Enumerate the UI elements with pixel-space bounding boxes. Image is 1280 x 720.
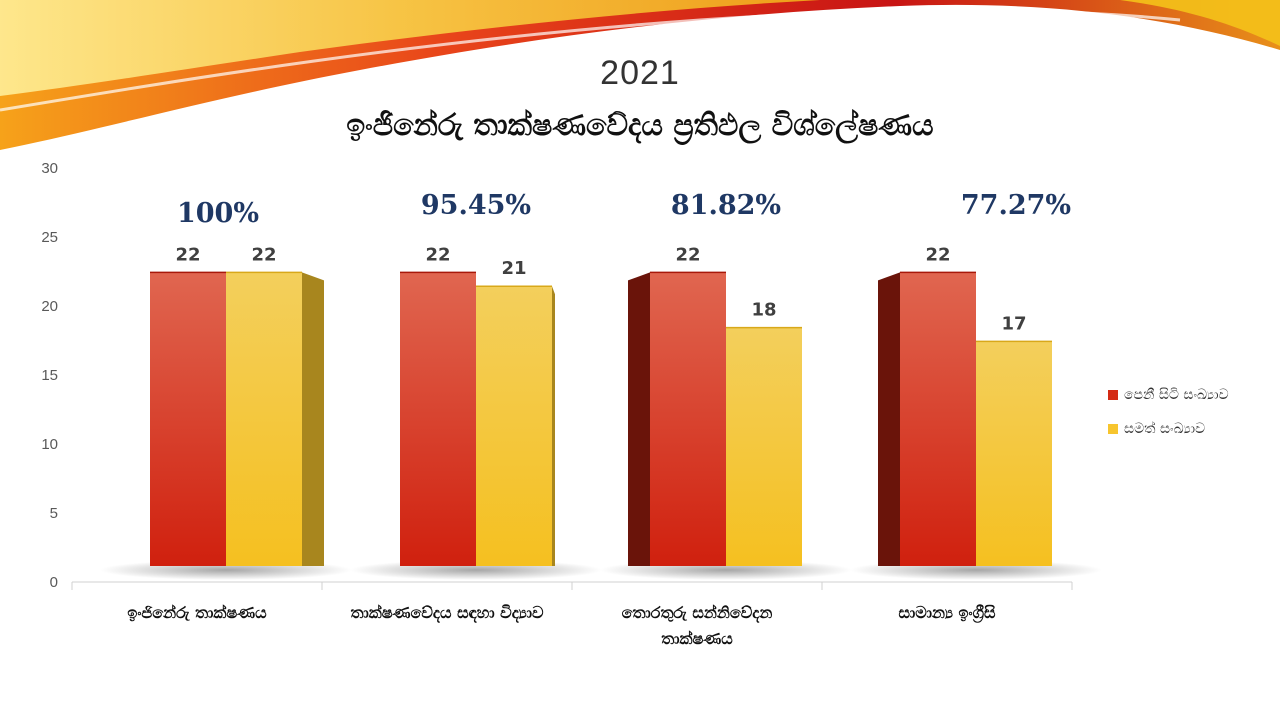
bar-value-label: 22 — [251, 244, 276, 265]
bar-passed — [726, 327, 802, 566]
legend-item-passed: සමත් සංඛ්‍යාව — [1108, 412, 1229, 446]
y-axis: 0 5 10 15 20 25 30 — [41, 160, 58, 591]
bar-appeared — [900, 272, 976, 566]
y-tick-label: 15 — [41, 367, 58, 384]
bar-value-label: 18 — [751, 300, 776, 321]
percent-label: 95.45% — [421, 190, 531, 221]
legend-swatch-red — [1108, 390, 1118, 400]
slide-year: 2021 — [600, 54, 680, 92]
bar-value-label: 21 — [501, 258, 526, 279]
bar-appeared — [650, 272, 726, 566]
y-tick-label: 5 — [50, 505, 58, 522]
x-axis-ticks — [71, 582, 1073, 590]
bar-value-label: 22 — [425, 244, 450, 265]
y-tick-label: 10 — [41, 436, 58, 453]
bar-appeared — [150, 272, 226, 566]
legend: පෙනී සිටි සංඛ්‍යාව සමත් සංඛ්‍යාව — [1108, 378, 1229, 446]
bar-appeared — [400, 272, 476, 566]
y-tick-label: 25 — [41, 229, 58, 246]
x-category-label: තාක්ෂණවේදය සඳහා විද්‍යාව — [350, 603, 544, 622]
legend-item-appeared: පෙනී සිටි සංඛ්‍යාව — [1108, 378, 1229, 412]
y-tick-label: 30 — [41, 160, 58, 177]
legend-label-passed: සමත් සංඛ්‍යාව — [1124, 421, 1206, 437]
percent-label: 77.27% — [961, 190, 1071, 221]
legend-swatch-yellow — [1108, 424, 1118, 434]
percent-label: 100% — [177, 198, 259, 229]
slide-title: ඉංජිනේරු තාක්ෂණවේදය ප්‍රතිඵල විශ්ලේෂණය — [346, 108, 934, 143]
x-category-label: ඉංජිනේරු තාක්ෂණය — [127, 603, 267, 622]
bar-passed — [976, 341, 1052, 566]
legend-label-appeared: පෙනී සිටි සංඛ්‍යාව — [1124, 387, 1229, 403]
bar-value-label: 22 — [925, 244, 950, 265]
y-tick-label: 20 — [41, 298, 58, 315]
x-category-label: තොරතුරු සන්නිවේදන තාක්ෂණය — [621, 603, 773, 648]
bar-value-label: 17 — [1001, 313, 1026, 334]
bar-side — [302, 272, 324, 566]
bar-passed — [226, 272, 302, 566]
percent-label: 81.82% — [671, 190, 781, 221]
x-category-label: සාමාන්‍ය ඉංග්‍රීසි — [898, 603, 996, 622]
bars — [100, 271, 1102, 580]
decorative-swoosh — [0, 0, 1280, 150]
bar-side — [552, 286, 555, 566]
bar-side — [628, 272, 650, 566]
bar-passed — [476, 286, 552, 566]
y-tick-label: 0 — [50, 574, 58, 591]
bar-value-label: 22 — [675, 244, 700, 265]
bar-value-label: 22 — [175, 244, 200, 265]
bar-side — [878, 272, 900, 566]
data-labels: 22 22 100% 22 21 95.45% 22 18 81.82% 22 17 77.27% — [175, 190, 1071, 334]
